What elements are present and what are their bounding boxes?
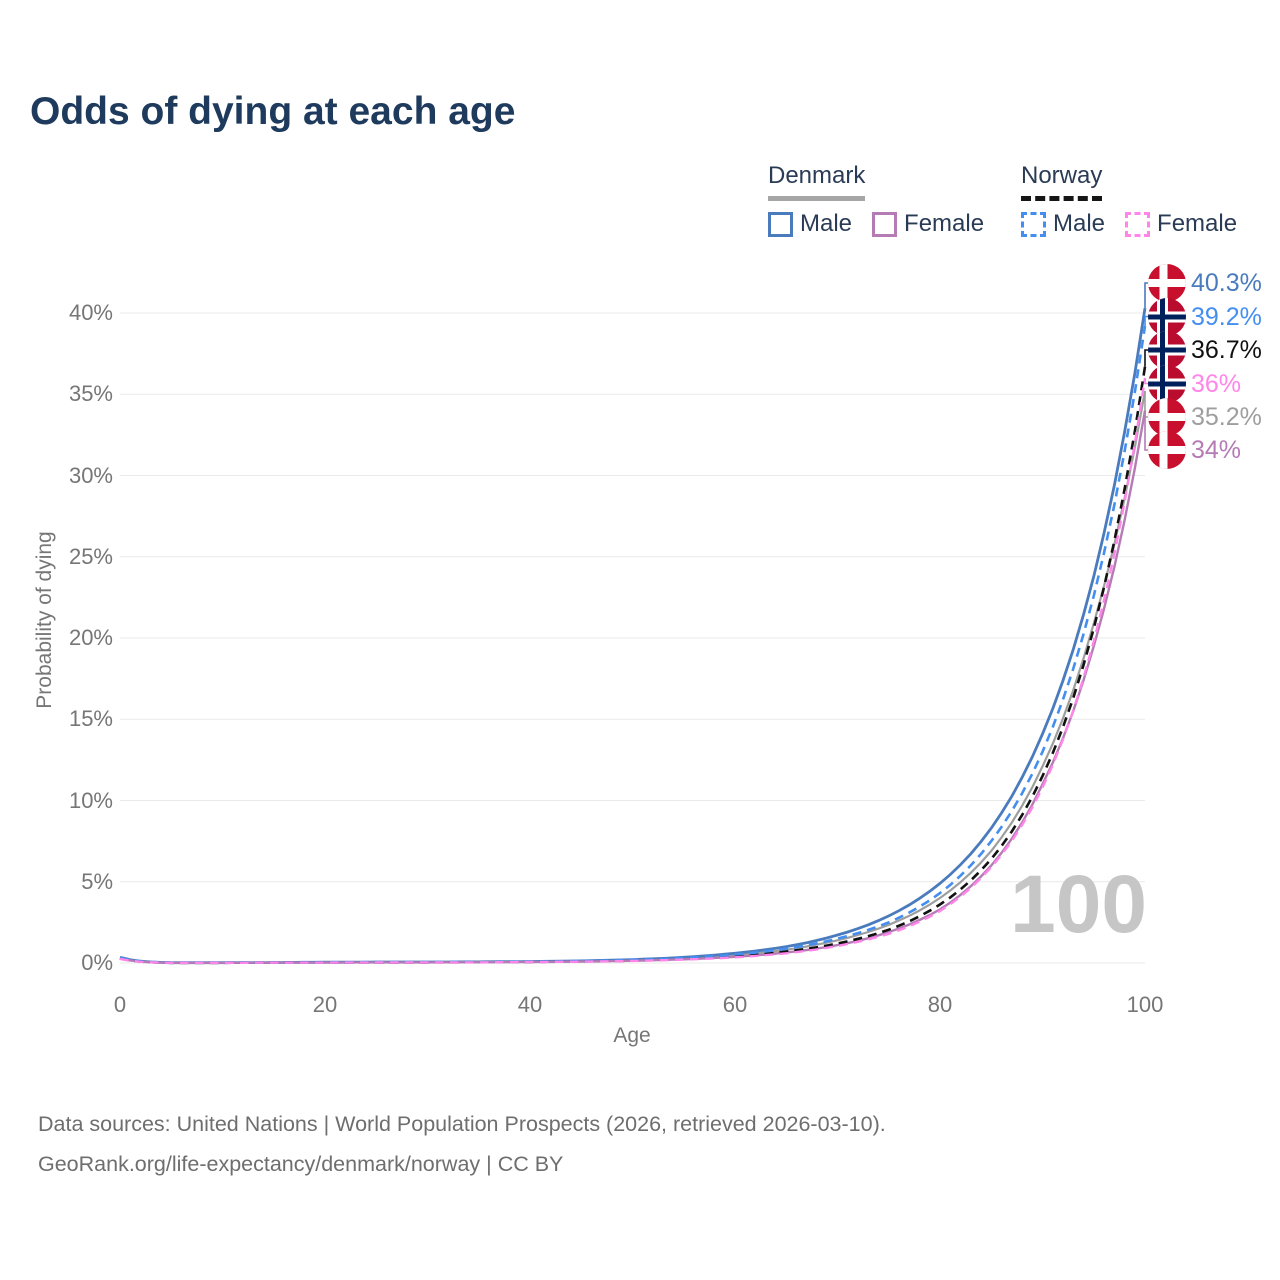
line-norway-male: [119, 325, 1147, 964]
y-tick-5: 5%: [81, 868, 113, 894]
footer: Data sources: United Nations | World Pop…: [38, 1104, 886, 1184]
denmark-flag-icon: [1148, 264, 1186, 302]
x-tick-20: 20: [312, 992, 338, 1017]
footer-attribution: GeoRank.org/life-expectancy/denmark/norw…: [38, 1152, 564, 1176]
y-tick-15: 15%: [68, 706, 113, 732]
y-tick-30: 30%: [68, 462, 113, 488]
end-label-denmark-female: 34%: [1148, 431, 1241, 469]
norway-female-swatch-icon: [1125, 211, 1151, 237]
legend-label: Male: [800, 210, 853, 237]
y-tick-20: 20%: [68, 625, 113, 650]
x-axis-title: Age: [613, 1024, 651, 1047]
norway-flag-icon: [1148, 365, 1186, 403]
legend-item-norway-female: Female: [1125, 210, 1237, 238]
leader-line-norway-male: [1144, 315, 1149, 326]
end-label-denmark-male: 40.3%: [1148, 264, 1262, 302]
legend-item-norway-male: Male: [1021, 210, 1105, 238]
y-tick-10: 10%: [68, 787, 113, 813]
end-label-norway-male: 39.2%: [1148, 298, 1262, 336]
y-tick-0: 0%: [81, 950, 113, 975]
legend-group-norway: Norway Male Female: [1021, 162, 1237, 238]
end-label-value: 36.7%: [1191, 336, 1262, 364]
leader-line-denmark-male: [1144, 282, 1149, 309]
denmark-male-swatch-icon: [768, 211, 793, 237]
end-label-value: 35.2%: [1191, 403, 1262, 431]
legend-item-denmark-male: Male: [768, 210, 852, 238]
norway-male-swatch-icon: [1021, 211, 1046, 237]
end-label-value: 36%: [1191, 369, 1242, 398]
denmark-flag-icon: [1148, 398, 1186, 436]
leader-line-denmark-female: [1144, 410, 1149, 451]
legend-label: Female: [904, 210, 985, 237]
end-label-value: 39.2%: [1191, 302, 1262, 331]
legend-header-norway: Norway: [1021, 162, 1103, 201]
legend-item-denmark-female: Female: [872, 210, 984, 238]
footer-data-sources: Data sources: United Nations | World Pop…: [38, 1112, 886, 1136]
norway-flag-icon: [1148, 298, 1186, 336]
legend-label: Female: [1157, 210, 1238, 237]
line-denmark-male: [119, 307, 1147, 965]
legend-header-denmark: Denmark: [768, 162, 866, 201]
x-tick-80: 80: [927, 992, 953, 1017]
line-norway-female: [119, 377, 1147, 964]
end-label-denmark-both: 35.2%: [1148, 398, 1262, 436]
denmark-flag-icon: [1148, 431, 1186, 469]
line-denmark-both: [119, 390, 1147, 964]
line-norway-both: [119, 366, 1147, 965]
x-tick-100: 100: [1126, 992, 1164, 1017]
y-tick-35: 35%: [68, 381, 113, 407]
leader-line-norway-female: [1144, 378, 1149, 385]
end-label-norway-both: 36.7%: [1148, 331, 1262, 369]
x-tick-60: 60: [722, 992, 748, 1017]
x-tick-0: 0: [113, 992, 127, 1017]
denmark-female-swatch-icon: [872, 211, 898, 237]
leader-line-denmark-both: [1144, 391, 1149, 418]
y-tick-25: 25%: [68, 543, 113, 569]
end-label-norway-female: 36%: [1148, 365, 1241, 403]
page-title: Odds of dying at each age: [30, 90, 516, 133]
legend-label: Male: [1053, 210, 1106, 237]
legend-group-denmark: Denmark Male Female: [768, 162, 984, 238]
age-watermark: 100: [1010, 859, 1147, 950]
leader-line-norway-both: [1144, 349, 1149, 367]
x-tick-40: 40: [517, 992, 543, 1017]
line-denmark-female: [119, 410, 1147, 964]
norway-flag-icon: [1148, 331, 1186, 369]
y-tick-40: 40%: [68, 300, 113, 325]
end-label-value: 34%: [1191, 436, 1242, 464]
end-label-value: 40.3%: [1191, 269, 1262, 297]
